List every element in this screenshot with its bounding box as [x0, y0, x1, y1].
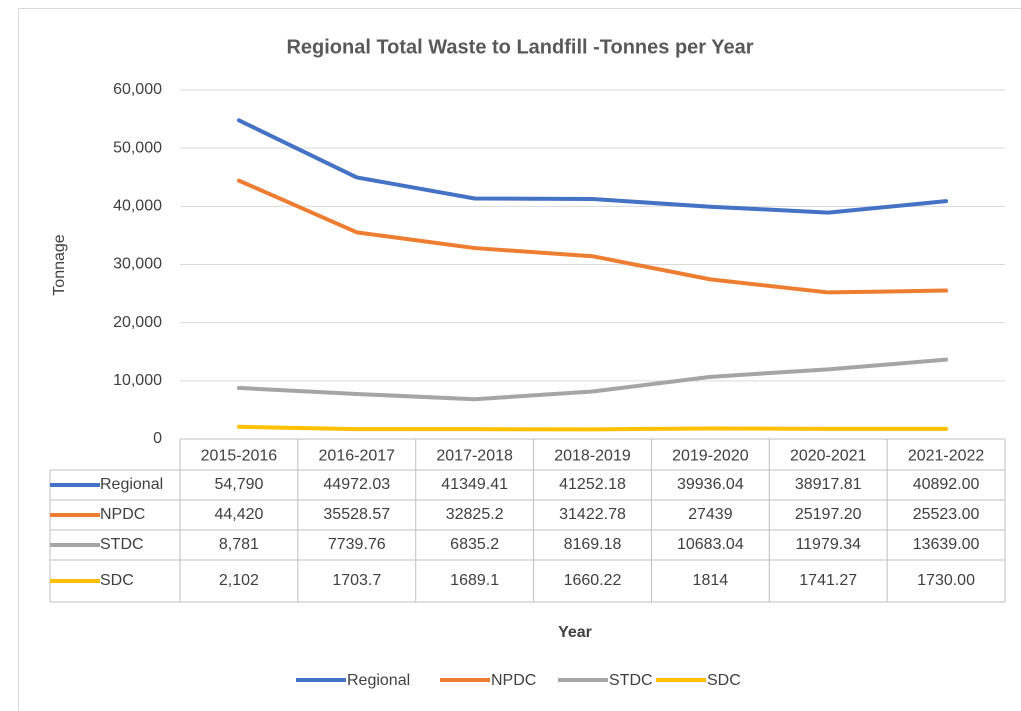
table-value: 44972.03	[323, 476, 390, 493]
table-value: 25197.20	[795, 506, 862, 523]
table-value: 27439	[688, 506, 733, 523]
x-tick-label: 2019-2020	[672, 448, 749, 465]
table-value: 1703.7	[332, 572, 381, 589]
series-line	[236, 178, 949, 295]
y-tick-label: 20,000	[113, 314, 162, 331]
table-value: 32825.2	[446, 506, 504, 523]
table-series-name: NPDC	[100, 506, 145, 523]
table-value: 1660.22	[564, 572, 622, 589]
table-value: 35528.57	[323, 506, 390, 523]
y-tick-label: 10,000	[113, 372, 162, 389]
legend-label: NPDC	[491, 672, 536, 689]
table-value: 8,781	[219, 536, 259, 553]
series-line	[236, 424, 949, 432]
y-tick-label: 60,000	[113, 81, 162, 98]
table-value: 1730.00	[917, 572, 975, 589]
table-value: 41252.18	[559, 476, 626, 493]
table-value: 44,420	[214, 506, 263, 523]
x-tick-label: 2018-2019	[554, 448, 631, 465]
table-series-name: SDC	[100, 572, 134, 589]
table-value: 38917.81	[795, 476, 862, 493]
table-value: 10683.04	[677, 536, 744, 553]
table-value: 1689.1	[450, 572, 499, 589]
y-tick-label: 30,000	[113, 256, 162, 273]
legend-label: STDC	[609, 672, 653, 689]
x-tick-label: 2021-2022	[908, 448, 985, 465]
legend-label: Regional	[347, 672, 410, 689]
table-value: 41349.41	[441, 476, 508, 493]
series-line	[236, 357, 949, 402]
table-value: 40892.00	[913, 476, 980, 493]
table-value: 8169.18	[564, 536, 622, 553]
y-axis-title: Tonnage	[51, 234, 68, 295]
table-value: 25523.00	[913, 506, 980, 523]
table-value: 11979.34	[795, 536, 861, 553]
series-line	[236, 118, 949, 215]
x-axis-title: Year	[558, 624, 592, 641]
table-value: 2,102	[219, 572, 259, 589]
y-tick-label: 40,000	[113, 198, 162, 215]
table-value: 6835.2	[450, 536, 499, 553]
table-value: 7739.76	[328, 536, 386, 553]
table-value: 1814	[693, 572, 729, 589]
table-value: 39936.04	[677, 476, 744, 493]
y-tick-label: 0	[153, 430, 162, 447]
table-value: 1741.27	[799, 572, 857, 589]
legend-label: SDC	[707, 672, 741, 689]
table-value: 54,790	[214, 476, 263, 493]
x-tick-label: 2020-2021	[790, 448, 867, 465]
y-tick-label: 50,000	[113, 139, 162, 156]
table-series-name: Regional	[100, 476, 163, 493]
x-tick-label: 2016-2017	[319, 448, 396, 465]
chart-border	[18, 8, 1021, 711]
x-tick-label: 2017-2018	[436, 448, 513, 465]
table-value: 13639.00	[913, 536, 980, 553]
chart-title: Regional Total Waste to Landfill -Tonnes…	[286, 36, 753, 58]
table-series-name: STDC	[100, 536, 144, 553]
table-value: 31422.78	[559, 506, 626, 523]
x-tick-label: 2015-2016	[201, 448, 278, 465]
